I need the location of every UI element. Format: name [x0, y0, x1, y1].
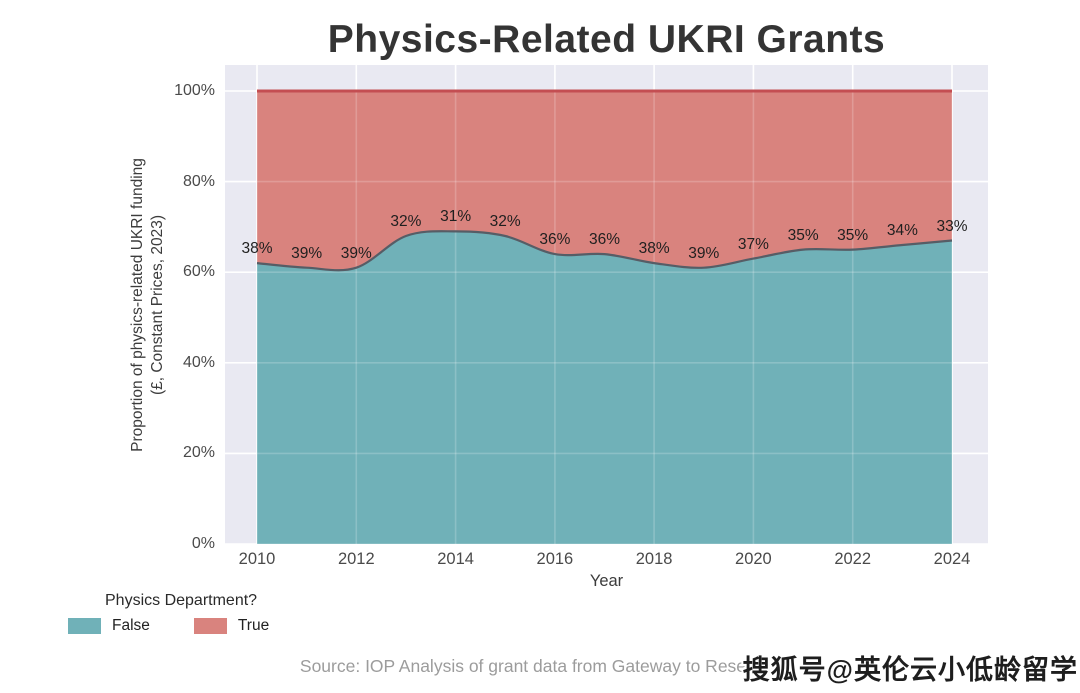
watermark: 搜狐号@英伦云小低龄留学 — [742, 655, 1078, 685]
data-label: 35% — [787, 226, 819, 244]
legend: Physics Department? False True — [68, 592, 269, 635]
data-label: 39% — [291, 244, 323, 262]
source-caption: Source: IOP Analysis of grant data from … — [299, 656, 781, 676]
legend-label-false: False — [112, 617, 150, 634]
data-label: 36% — [539, 231, 571, 249]
x-tick-label: 2016 — [536, 550, 574, 568]
x-tick-label: 2012 — [337, 550, 375, 568]
data-label: 39% — [340, 244, 372, 262]
data-label: 35% — [837, 226, 869, 244]
data-label: 39% — [688, 244, 720, 262]
x-tick-label: 2020 — [735, 550, 772, 568]
legend-item-false: False — [68, 617, 150, 635]
x-tick-label: 2018 — [635, 550, 673, 568]
y-tick-label: 60% — [182, 263, 215, 281]
data-label: 38% — [638, 240, 670, 258]
data-label: 34% — [886, 222, 918, 239]
legend-label-true: True — [237, 617, 270, 634]
data-label: 31% — [440, 208, 472, 226]
data-label: 32% — [390, 213, 422, 230]
chart-title: Physics-Related UKRI Grants — [327, 18, 886, 61]
x-axis-label: Year — [589, 572, 624, 590]
legend-items: False True — [68, 617, 269, 635]
x-tick-label: 2010 — [238, 550, 276, 568]
x-tick-label: 2022 — [834, 550, 872, 568]
y-tick-label: 20% — [182, 444, 215, 462]
data-label: 32% — [489, 213, 521, 230]
y-tick-label: 80% — [182, 172, 215, 190]
data-label: 36% — [588, 231, 621, 249]
legend-title: Physics Department? — [105, 592, 258, 609]
y-tick-label: 0% — [191, 535, 215, 552]
data-label: 38% — [241, 240, 273, 258]
data-label: 33% — [936, 217, 968, 235]
legend-item-true: True — [193, 617, 270, 635]
legend-swatch-false — [68, 618, 101, 634]
y-tick-label: 100% — [174, 82, 215, 99]
x-tick-label: 2024 — [933, 550, 971, 568]
data-label: 37% — [737, 235, 769, 253]
y-tick-label: 40% — [182, 353, 215, 371]
x-tick-label: 2014 — [437, 550, 474, 568]
legend-swatch-true — [193, 618, 227, 634]
